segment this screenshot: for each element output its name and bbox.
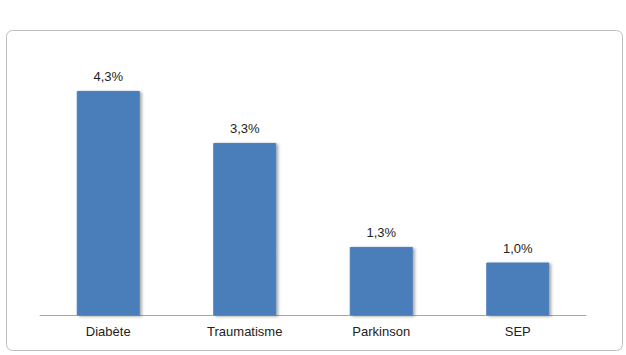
svg-text:1,0%: 1,0% xyxy=(503,241,533,256)
svg-text:1,3%: 1,3% xyxy=(366,225,396,240)
svg-text:Parkinson: Parkinson xyxy=(352,324,410,339)
svg-text:4,3%: 4,3% xyxy=(93,69,123,84)
svg-text:3,3%: 3,3% xyxy=(230,121,260,136)
svg-text:SEP: SEP xyxy=(505,324,531,339)
svg-text:Traumatisme: Traumatisme xyxy=(207,324,282,339)
svg-text:Diabète: Diabète xyxy=(86,324,131,339)
